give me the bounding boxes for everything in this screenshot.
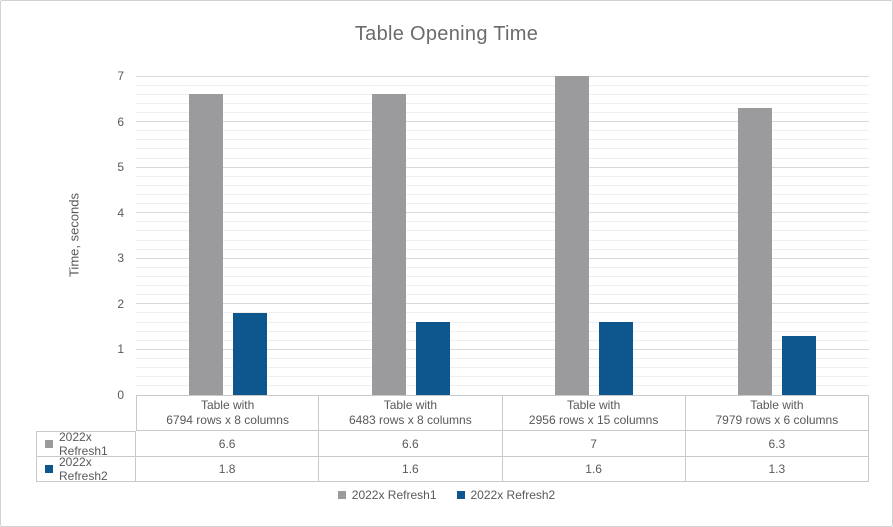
gridline-minor: [136, 376, 869, 378]
gridline-major: [136, 348, 869, 350]
gridline-minor: [136, 139, 869, 141]
bar-2022x-refresh2-group3: [599, 322, 634, 395]
bar-2022x-refresh1-group1: [188, 94, 223, 395]
chart-legend: 2022x Refresh1 2022x Refresh2: [1, 488, 892, 502]
gridline-minor: [136, 93, 869, 95]
data-table: Table with 6794 rows x 8 columns Table wit…: [36, 395, 869, 483]
chart-title: Table Opening Time: [354, 23, 539, 45]
gridline-minor: [136, 276, 869, 278]
gridline-minor: [136, 321, 869, 323]
gridline-minor: [136, 385, 869, 387]
gridline-minor: [136, 184, 869, 186]
gridline-minor: [136, 130, 869, 132]
y-tick-label: 1: [117, 342, 124, 357]
y-tick-label: 5: [117, 160, 124, 175]
plot-area: [136, 75, 869, 395]
table-series-label: 2022x Refresh1: [36, 430, 136, 458]
table-value-cell: 6.6: [319, 431, 503, 457]
legend-item: 2022x Refresh1: [337, 488, 437, 502]
bar-2022x-refresh1-group3: [555, 76, 590, 395]
gridline-minor: [136, 294, 869, 296]
table-header-cell: Table with 6483 rows x 8 columns: [319, 395, 503, 431]
gridline-major: [136, 121, 869, 123]
series-swatch-icon: [45, 465, 53, 473]
gridline-minor: [136, 312, 869, 314]
gridline-minor: [136, 148, 869, 150]
y-tick-label: 2: [117, 296, 124, 311]
bar-2022x-refresh2-group1: [232, 312, 267, 395]
gridline-minor: [136, 367, 869, 369]
gridline-minor: [136, 330, 869, 332]
table-header-cell: Table with 6794 rows x 8 columns: [136, 395, 320, 431]
gridline-minor: [136, 111, 869, 113]
y-tick-label: 3: [117, 251, 124, 266]
gridline-minor: [136, 339, 869, 341]
gridline-major: [136, 75, 869, 77]
gridline-minor: [136, 203, 869, 205]
bar-2022x-refresh2-group4: [782, 335, 817, 395]
table-header-cell: Table with 2956 rows x 15 columns: [502, 395, 686, 431]
table-value-cell: 6.6: [136, 431, 320, 457]
gridline-minor: [136, 194, 869, 195]
y-axis-title: Time, seconds: [66, 192, 82, 278]
table-value-cell: 6.3: [685, 431, 869, 457]
gridline-minor: [136, 266, 869, 268]
gridline-minor: [136, 358, 869, 360]
table-value-cell: 1.6: [319, 457, 503, 482]
y-tick-label: 6: [117, 114, 124, 129]
bar-2022x-refresh2-group2: [415, 322, 450, 395]
gridline-minor: [136, 221, 869, 223]
series2-swatch-icon: [456, 491, 465, 499]
y-tick-label: 0: [117, 388, 124, 402]
gridline-major: [136, 257, 869, 259]
table-value-cell: 1.6: [502, 457, 686, 482]
gridline-minor: [136, 102, 869, 104]
gridline-minor: [136, 84, 869, 86]
bar-2022x-refresh1-group2: [371, 94, 406, 395]
gridline-minor: [136, 285, 869, 287]
bar-2022x-refresh1-group4: [738, 107, 773, 395]
table-value-cell: 1.3: [685, 457, 869, 482]
table-series-label: 2022x Refresh2: [36, 455, 136, 483]
gridline-major: [136, 303, 869, 305]
series-swatch-icon: [45, 440, 53, 448]
gridline-minor: [136, 239, 869, 241]
gridline-major: [136, 212, 869, 214]
gridline-minor: [136, 230, 869, 232]
gridline-minor: [136, 248, 869, 250]
legend-label: 2022x Refresh2: [470, 488, 556, 502]
table-value-cell: 1.8: [136, 457, 320, 482]
y-tick-label: 7: [117, 69, 124, 83]
table-value-cell: 7: [502, 431, 686, 457]
y-tick-label: 4: [117, 205, 124, 220]
gridline-major: [136, 166, 869, 168]
gridline-minor: [136, 157, 869, 159]
series1-swatch-icon: [337, 491, 346, 499]
legend-label: 2022x Refresh1: [351, 488, 437, 502]
table-header-cell: Table with 7979 rows x 6 columns: [685, 395, 869, 431]
table-corner-blank: [36, 395, 136, 431]
legend-item: 2022x Refresh2: [456, 488, 556, 502]
gridline-minor: [136, 175, 869, 177]
